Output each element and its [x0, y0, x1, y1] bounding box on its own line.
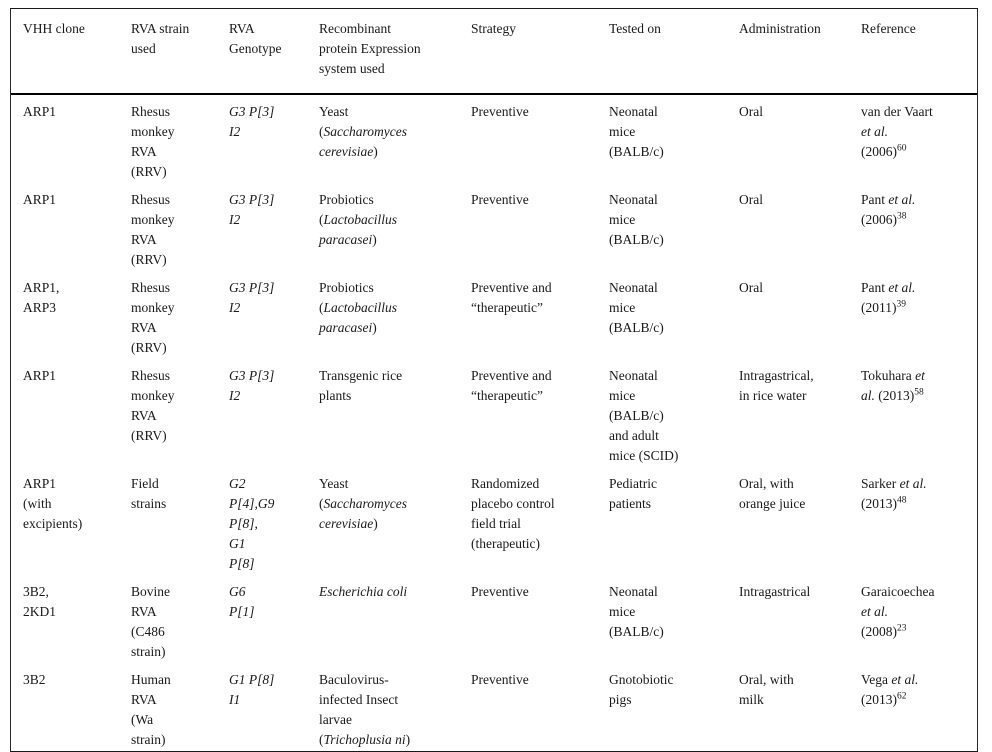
table-cell: G3 P[3] I2 [229, 192, 275, 227]
vhh-rotavirus-table: VHH clone RVA strain used RVA Genotype Reco… [10, 8, 978, 752]
column-header-8: Reference [861, 9, 977, 95]
table-cell: Neonatal mice (BALB/c) [609, 584, 664, 639]
table-cell: Escherichia coli [319, 584, 408, 599]
table-cell: Intragastrical, in rice water [739, 368, 814, 403]
table-cell: Garaicoechea et al. (2008)23 [861, 584, 935, 639]
column-header-7: Administration [739, 9, 861, 95]
table-cell: Oral, with milk [739, 672, 794, 707]
table-cell: Preventive [471, 192, 529, 207]
table-cell: Neonatal mice (BALB/c) and adult mice (S… [609, 368, 679, 463]
table-cell: Pant et al. (2011)39 [861, 280, 916, 315]
table-cell: 3B2 [23, 672, 46, 687]
table-cell: Probiotics (Lactobacillus paracasei) [319, 192, 397, 247]
table-cell: Preventive and “therapeutic” [471, 368, 552, 403]
table-cell: Oral [739, 280, 763, 295]
table-row: 3B2 Human RVA (Wa strain) G1 P[8] I1 Baculo… [11, 663, 977, 751]
table-cell: Rhesus monkey RVA (RRV) [131, 192, 175, 267]
table-cell: Transgenic rice plants [319, 368, 403, 403]
table-cell: Tokuhara et al. (2013)58 [861, 368, 925, 403]
table-row: 3B2, 2KD1 Bovine RVA (C486 strain) G6 P[1]… [11, 575, 977, 663]
table-cell: G3 P[3] I2 [229, 104, 275, 139]
table-row: ARP1, ARP3 Rhesus monkey RVA (RRV) G3 P[3]… [11, 271, 977, 359]
column-header-1: VHH clone [11, 9, 131, 95]
table-cell: Preventive [471, 584, 529, 599]
table-cell: Oral [739, 104, 763, 119]
table-cell: 3B2, 2KD1 [23, 584, 56, 619]
table-cell: Neonatal mice (BALB/c) [609, 280, 664, 335]
table-cell: Oral, with orange juice [739, 476, 806, 511]
table-row: ARP1 (with excipients) Field strains G2 P[… [11, 467, 977, 575]
table-cell: G1 P[8] I1 [229, 672, 275, 707]
table-cell: Yeast (Saccharomyces cerevisiae) [319, 476, 407, 531]
table-cell: Rhesus monkey RVA (RRV) [131, 280, 175, 355]
table-row: ARP1 Rhesus monkey RVA (RRV) G3 P[3] I2 Pro… [11, 183, 977, 271]
column-header-2: RVA strain used [131, 9, 229, 95]
table-row: ARP1 Rhesus monkey RVA (RRV) G3 P[3] I2 Yea… [11, 94, 977, 183]
table-cell: ARP1 (with excipients) [23, 476, 83, 531]
table-cell: G3 P[3] I2 [229, 280, 275, 315]
table-cell: Preventive and “therapeutic” [471, 280, 552, 315]
table-header: VHH clone RVA strain used RVA Genotype Reco… [11, 9, 977, 95]
table-cell: Yeast (Saccharomyces cerevisiae) [319, 104, 407, 159]
column-header-6: Tested on [609, 9, 739, 95]
table-cell: Vega et al. (2013)62 [861, 672, 919, 707]
table-cell: Randomized placebo control field trial (… [471, 476, 555, 551]
table-cell: van der Vaart et al. (2006)60 [861, 104, 933, 159]
table-cell: G2 P[4],G9 P[8], G1 P[8] [229, 476, 275, 571]
table-cell: Baculovirus- infected Insect larvae (Tri… [319, 672, 411, 747]
column-header-4: Recombinant protein Expression system us… [319, 9, 471, 95]
column-header-5: Strategy [471, 9, 609, 95]
table-cell: Field strains [131, 476, 167, 511]
table-cell: ARP1, ARP3 [23, 280, 60, 315]
table-cell: Rhesus monkey RVA (RRV) [131, 104, 175, 179]
table-cell: Bovine RVA (C486 strain) [131, 584, 170, 659]
table-cell: Probiotics (Lactobacillus paracasei) [319, 280, 397, 335]
table-cell: ARP1 [23, 104, 57, 119]
table-cell: Sarker et al. (2013)48 [861, 476, 927, 511]
table-cell: Intragastrical [739, 584, 811, 599]
table-cell: ARP1 [23, 368, 57, 383]
table-cell: Preventive [471, 104, 529, 119]
table-cell: Preventive [471, 672, 529, 687]
table-cell: Rhesus monkey RVA (RRV) [131, 368, 175, 443]
table-row: ARP1 Rhesus monkey RVA (RRV) G3 P[3] I2 Tra… [11, 359, 977, 467]
table-cell: Neonatal mice (BALB/c) [609, 192, 664, 247]
table-body: ARP1 Rhesus monkey RVA (RRV) G3 P[3] I2 Yea… [11, 94, 977, 751]
table-cell: Gnotobiotic pigs [609, 672, 674, 707]
table-cell: Neonatal mice (BALB/c) [609, 104, 664, 159]
table-cell: Oral [739, 192, 763, 207]
table-cell: G6 P[1] [229, 584, 255, 619]
column-header-3: RVA Genotype [229, 9, 319, 95]
table-cell: G3 P[3] I2 [229, 368, 275, 403]
header-row: VHH clone RVA strain used RVA Genotype Reco… [11, 9, 977, 95]
data-table: VHH clone RVA strain used RVA Genotype Reco… [11, 9, 977, 751]
table-cell: Pant et al. (2006)38 [861, 192, 916, 227]
table-cell: Pediatric patients [609, 476, 657, 511]
table-cell: Human RVA (Wa strain) [131, 672, 171, 747]
table-cell: ARP1 [23, 192, 57, 207]
